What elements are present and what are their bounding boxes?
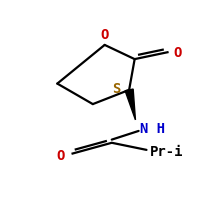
Text: O: O	[57, 149, 65, 163]
Text: Pr-i: Pr-i	[150, 144, 183, 158]
Text: O: O	[100, 28, 109, 42]
Text: N H: N H	[140, 122, 165, 136]
Text: O: O	[173, 46, 182, 60]
Polygon shape	[125, 90, 135, 120]
Text: S: S	[112, 82, 121, 96]
